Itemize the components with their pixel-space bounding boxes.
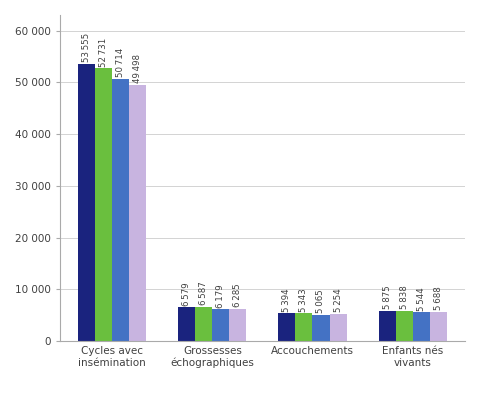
Text: 52 731: 52 731 [99, 37, 108, 67]
Text: 50 714: 50 714 [116, 48, 125, 77]
Text: 5 875: 5 875 [383, 285, 392, 309]
Text: 49 498: 49 498 [133, 54, 143, 83]
Bar [379, 311, 396, 341]
Bar [96, 68, 112, 341]
Bar [296, 314, 312, 341]
Text: 5 394: 5 394 [282, 288, 291, 312]
Bar [312, 315, 329, 341]
Bar [179, 307, 195, 341]
Text: 5 544: 5 544 [417, 287, 426, 311]
Bar [278, 313, 296, 341]
Text: 5 688: 5 688 [433, 286, 443, 310]
Bar [112, 79, 129, 341]
Bar [129, 85, 146, 341]
Text: 6 579: 6 579 [182, 282, 192, 305]
Text: 5 065: 5 065 [316, 290, 325, 313]
Text: 5 343: 5 343 [300, 288, 309, 312]
Text: 6 285: 6 285 [233, 283, 242, 307]
Bar [229, 309, 246, 341]
Bar [430, 312, 446, 341]
Text: 53 555: 53 555 [83, 33, 91, 62]
Bar [396, 311, 413, 341]
Bar [213, 309, 229, 341]
Bar [78, 64, 96, 341]
Text: 6 587: 6 587 [199, 282, 208, 305]
Bar [329, 314, 347, 341]
Text: 5 254: 5 254 [334, 289, 343, 312]
Bar [195, 307, 213, 341]
Text: 6 179: 6 179 [216, 284, 226, 307]
Text: 5 838: 5 838 [399, 286, 408, 310]
Bar [413, 312, 430, 341]
